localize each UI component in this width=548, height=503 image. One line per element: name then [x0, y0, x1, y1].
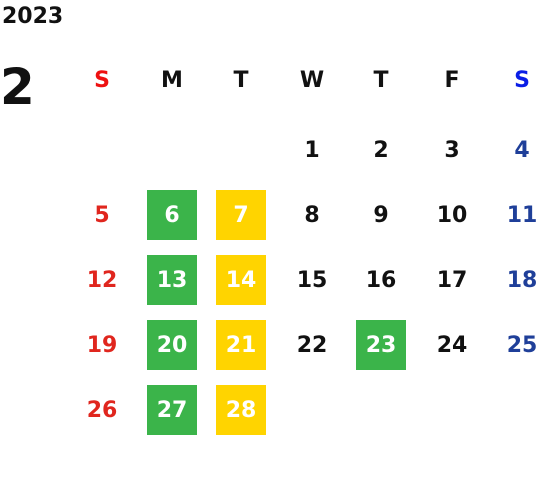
- day: 4: [514, 137, 530, 163]
- day: 5: [94, 202, 110, 228]
- day: 24: [436, 332, 468, 358]
- day-highlighted: 28: [216, 385, 266, 435]
- month: 2: [0, 58, 35, 116]
- weekday-header: W: [299, 67, 325, 93]
- day: 17: [436, 267, 468, 293]
- day-highlighted: 21: [216, 320, 266, 370]
- day-highlighted: 27: [147, 385, 197, 435]
- day-highlighted: 6: [147, 190, 197, 240]
- weekday-header: T: [233, 67, 249, 93]
- weekday-header: M: [161, 67, 183, 93]
- day: 22: [296, 332, 328, 358]
- year: 2023: [2, 4, 64, 29]
- day-highlighted: 7: [216, 190, 266, 240]
- day: 15: [296, 267, 328, 293]
- weekday-header: S: [514, 67, 530, 93]
- day: 18: [506, 267, 538, 293]
- day: 2: [373, 137, 389, 163]
- day: 12: [86, 267, 118, 293]
- day-highlighted: 20: [147, 320, 197, 370]
- day: 16: [365, 267, 397, 293]
- day: 1: [304, 137, 320, 163]
- day-highlighted: 14: [216, 255, 266, 305]
- day: 26: [86, 397, 118, 423]
- day: 19: [86, 332, 118, 358]
- weekday-header: T: [373, 67, 389, 93]
- day: 10: [436, 202, 468, 228]
- day: 25: [506, 332, 538, 358]
- day-highlighted: 13: [147, 255, 197, 305]
- weekday-header: F: [444, 67, 460, 93]
- day: 8: [304, 202, 320, 228]
- day: 11: [506, 202, 538, 228]
- weekday-header: S: [94, 67, 110, 93]
- day: 9: [373, 202, 389, 228]
- day-highlighted: 23: [356, 320, 406, 370]
- day: 3: [444, 137, 460, 163]
